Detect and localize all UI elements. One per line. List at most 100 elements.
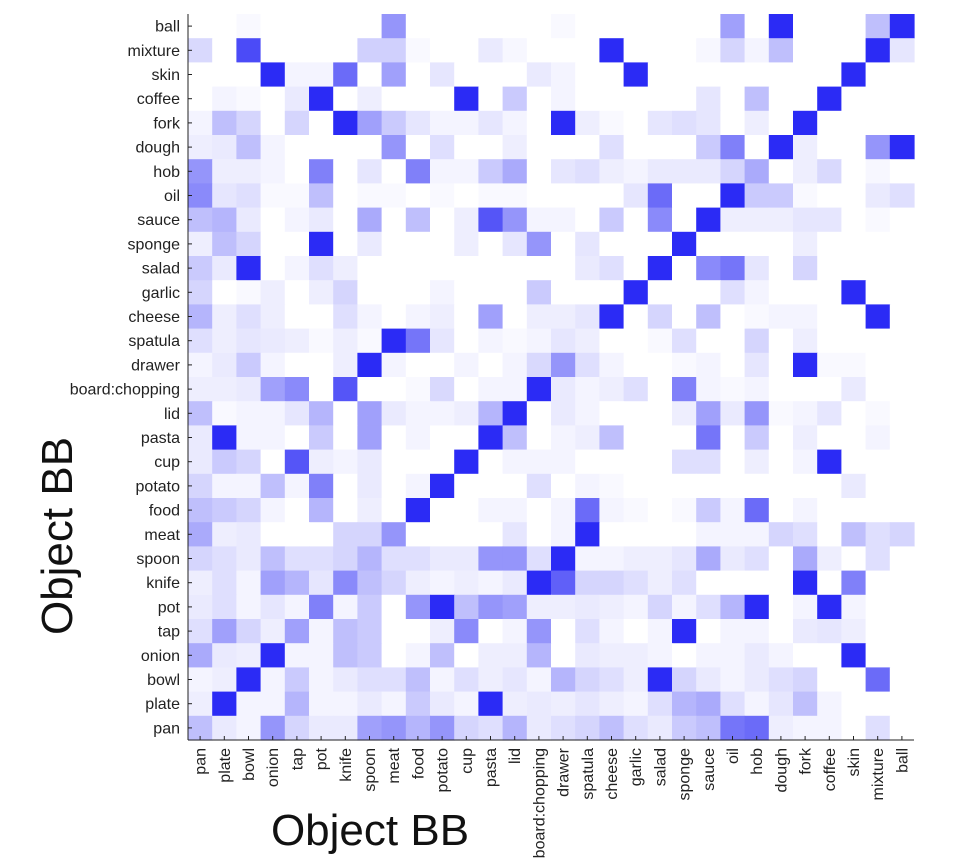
heatmap-cell-knife-plate [212, 570, 237, 596]
y-tick-label: coffee [137, 91, 180, 108]
heatmap-cell-lid-oil [720, 401, 746, 426]
heatmap-cell-pot-ball [889, 594, 915, 620]
heatmap-cell-spoon-tap [284, 546, 310, 572]
heatmap-cell-meat-mixture [865, 522, 891, 547]
heatmap-cell-meat-oil [720, 522, 746, 547]
heatmap-cell-knife-potato [430, 570, 455, 596]
heatmap-cell-pasta-dough [768, 425, 794, 451]
heatmap-cell-mixture-cheese [599, 38, 625, 63]
heatmap-cell-spoon-garlic [623, 546, 649, 572]
y-tick-label: spoon [136, 551, 180, 568]
heatmap-cell-pasta-skin [841, 425, 867, 451]
heatmap-cell-hob-oil [720, 159, 746, 184]
x-tick-label: spoon [362, 748, 379, 792]
heatmap-cell-spoon-ball [889, 546, 915, 572]
heatmap-cell-fork-ball [889, 110, 915, 136]
heatmap-cell-meat-board:chopping [526, 522, 552, 547]
heatmap-cell-pot-food [405, 594, 431, 620]
heatmap-cell-meat-potato [430, 522, 455, 547]
heatmap-cell-salad-drawer [551, 256, 576, 281]
heatmap-cell-oil-bowl [236, 183, 262, 209]
x-tick-label: sponge [677, 748, 694, 801]
heatmap-cell-hob-pot [309, 159, 334, 184]
x-tick-label: meat [386, 747, 403, 783]
heatmap-cell-sauce-oil [720, 207, 746, 233]
heatmap-cell-hob-board:chopping [526, 159, 552, 184]
heatmap-cell-pasta-spatula [575, 425, 600, 451]
y-tick-label: oil [164, 188, 180, 205]
heatmap-cell-fork-plate [212, 110, 237, 136]
heatmap-cell-pasta-sponge [672, 425, 697, 451]
heatmap-cell-fork-cup [454, 110, 479, 136]
x-tick-label: spatula [580, 748, 597, 800]
heatmap-cell-sauce-ball [889, 207, 915, 233]
heatmap-cell-lid-ball [889, 401, 915, 426]
heatmap-cell-coffee-onion [260, 86, 286, 112]
heatmap-cell-onion-garlic [623, 643, 649, 668]
heatmap-cell-bowl-coffee [817, 667, 842, 693]
heatmap-cell-oil-cup [454, 183, 479, 209]
heatmap-cell-spatula-board:chopping [526, 328, 552, 354]
heatmap-cell-meat-pasta [478, 522, 504, 547]
heatmap-cell-onion-hob [744, 643, 770, 668]
heatmap-cell-meat-garlic [623, 522, 649, 547]
heatmap-cell-spoon-spoon [357, 546, 383, 572]
heatmap-cell-food-lid [502, 498, 528, 523]
heatmap-cell-sponge-bowl [236, 231, 262, 257]
heatmap-cell-hob-knife [333, 159, 358, 184]
heatmap-cell-knife-pan [188, 570, 213, 596]
heatmap-cell-fork-skin [841, 110, 867, 136]
heatmap-cell-salad-food [405, 256, 431, 281]
heatmap-cell-pot-plate [212, 594, 237, 620]
heatmap-cell-hob-pasta [478, 159, 504, 184]
heatmap-cell-cup-potato [430, 449, 455, 475]
y-tick-label: bowl [147, 672, 180, 689]
heatmap-cell-board:chopping-dough [768, 377, 794, 402]
heatmap-cell-cheese-sponge [672, 304, 697, 330]
heatmap-cell-coffee-sauce [696, 86, 721, 112]
heatmap-cell-fork-oil [720, 110, 746, 136]
heatmap-cell-coffee-pan [188, 86, 213, 112]
heatmap-cell-board:chopping-drawer [551, 377, 576, 402]
heatmap-cell-drawer-plate [212, 352, 237, 378]
heatmap-cell-ball-pot [309, 14, 334, 39]
y-tick-label: drawer [131, 357, 181, 374]
heatmap-cell-oil-sauce [696, 183, 721, 209]
heatmap-cell-onion-ball [889, 643, 915, 668]
heatmap-cell-ball-plate [212, 14, 237, 39]
heatmap-cell-oil-pasta [478, 183, 504, 209]
heatmap-cell-coffee-bowl [236, 86, 262, 112]
heatmap-cell-pasta-pasta [478, 425, 504, 451]
heatmap-cell-garlic-potato [430, 280, 455, 305]
heatmap-cell-cheese-meat [381, 304, 407, 330]
heatmap-cell-coffee-board:chopping [526, 86, 552, 112]
heatmap-cell-pasta-salad [647, 425, 673, 451]
heatmap-cell-bowl-knife [333, 667, 358, 693]
heatmap-cell-board:chopping-coffee [817, 377, 842, 402]
heatmap-cell-salad-spoon [357, 256, 383, 281]
heatmap-cell-spatula-plate [212, 328, 237, 354]
heatmap-cell-fork-coffee [817, 110, 842, 136]
heatmap-cell-tap-sauce [696, 619, 721, 644]
heatmap-cell-cheese-oil [720, 304, 746, 330]
heatmap-cell-garlic-salad [647, 280, 673, 305]
heatmap-cell-fork-fork [793, 110, 818, 136]
heatmap-cell-hob-sauce [696, 159, 721, 184]
heatmap-cell-spatula-fork [793, 328, 818, 354]
heatmap-cell-lid-potato [430, 401, 455, 426]
heatmap-cell-salad-fork [793, 256, 818, 281]
heatmap-cell-skin-sauce [696, 62, 721, 88]
heatmap-cell-coffee-salad [647, 86, 673, 112]
heatmap-cell-drawer-ball [889, 352, 915, 378]
heatmap-cell-meat-cup [454, 522, 479, 547]
heatmap-cell-sauce-bowl [236, 207, 262, 233]
heatmap-cell-oil-cheese [599, 183, 625, 209]
heatmap-cell-cup-knife [333, 449, 358, 475]
heatmap-cell-tap-ball [889, 619, 915, 644]
heatmap-cell-drawer-garlic [623, 352, 649, 378]
heatmap-cell-potato-onion [260, 473, 286, 499]
heatmap-cell-plate-bowl [236, 691, 262, 717]
heatmap-cell-skin-mixture [865, 62, 891, 88]
heatmap-cell-sponge-spoon [357, 231, 383, 257]
